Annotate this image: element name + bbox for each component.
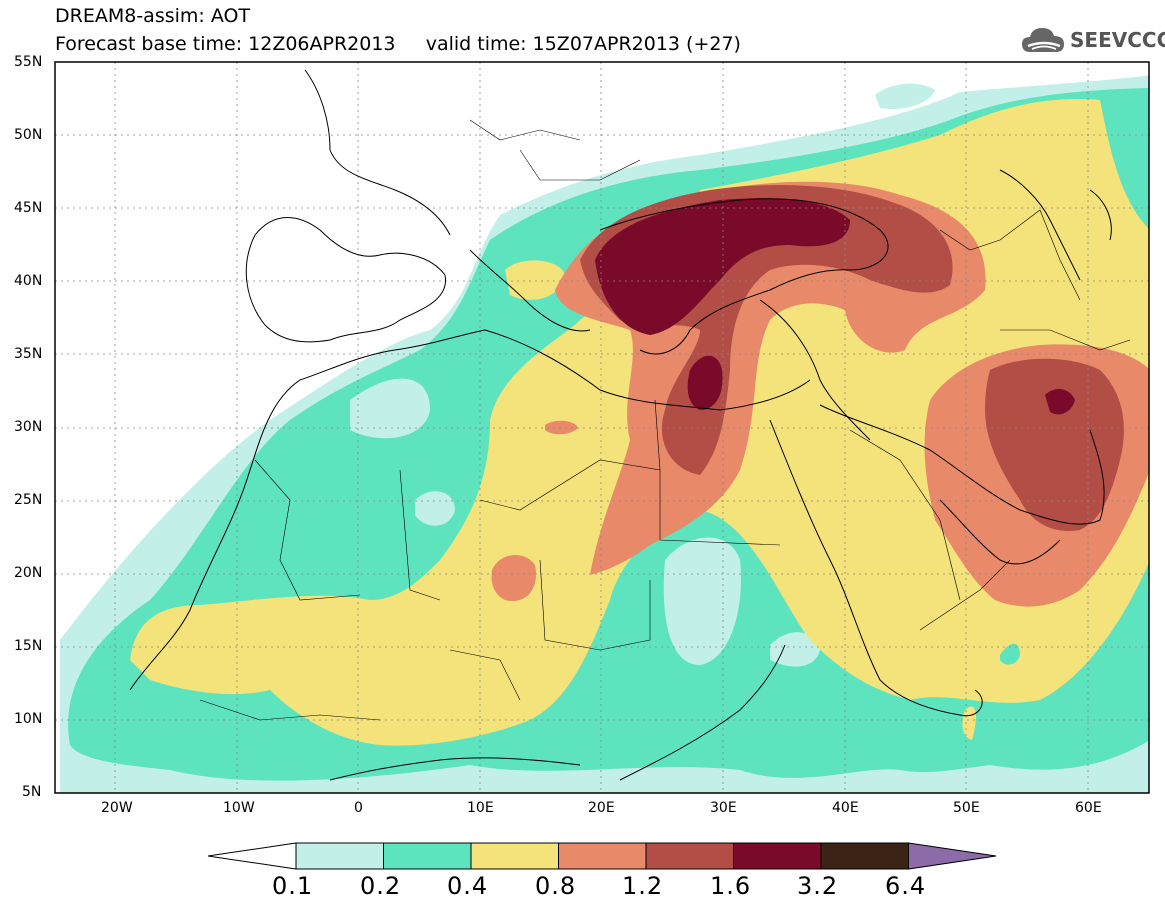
map-subtitle: Forecast base time: 12Z06APR2013 valid t…: [55, 33, 741, 55]
lat-label-10n: 10N: [14, 711, 43, 727]
lat-label-30n: 30N: [14, 419, 43, 435]
lat-label-55n: 55N: [14, 54, 43, 70]
aot-contours: [60, 75, 1149, 793]
lon-label-40e: 40E: [832, 800, 859, 816]
lon-label-20e: 20E: [588, 800, 615, 816]
coastlines: [129, 69, 1112, 781]
lat-label-45n: 45N: [14, 200, 43, 216]
colorbar-label: 1.6: [710, 872, 752, 900]
colorbar-bin-0: [295, 842, 384, 870]
lat-label-35n: 35N: [14, 346, 43, 362]
colorbar-bin-5: [733, 842, 822, 870]
lon-label-20w: 20W: [101, 800, 133, 816]
colorbar-bin-2: [470, 842, 559, 870]
graticule: [55, 62, 1149, 793]
colorbar-bin-1: [383, 842, 472, 870]
lat-label-5n: 5N: [22, 784, 42, 800]
map-frame: [54, 61, 1150, 794]
colorbar-label: 0.4: [447, 872, 489, 900]
colorbar-label: 0.8: [535, 872, 577, 900]
lat-label-20n: 20N: [14, 565, 43, 581]
lon-label-30e: 30E: [710, 800, 737, 816]
lat-label-25n: 25N: [14, 492, 43, 508]
colorbar-label: 3.2: [797, 872, 839, 900]
cloud-icon: [1022, 28, 1064, 52]
colorbar: [207, 842, 997, 870]
lon-label-60e: 60E: [1075, 800, 1102, 816]
lat-label-50n: 50N: [14, 127, 43, 143]
seevccc-logo: SEEVCCC: [1020, 24, 1165, 58]
colorbar-over-arrow: [908, 842, 997, 870]
lat-label-15n: 15N: [14, 638, 43, 654]
lat-label-40n: 40N: [14, 273, 43, 289]
colorbar-under-arrow: [207, 842, 297, 870]
lon-label-50e: 50E: [953, 800, 980, 816]
country-borders: [199, 119, 1131, 721]
lon-label-10e: 10E: [467, 800, 494, 816]
lon-label-10w: 10W: [223, 800, 255, 816]
colorbar-label: 1.2: [622, 872, 664, 900]
colorbar-bin-3: [558, 842, 647, 870]
colorbar-label: 0.2: [360, 872, 402, 900]
colorbar-bin-4: [645, 842, 734, 870]
logo-text: SEEVCCC: [1070, 28, 1165, 52]
colorbar-label: 6.4: [885, 872, 927, 900]
colorbar-bin-6: [820, 842, 909, 870]
map-title: DREAM8-assim: AOT: [55, 5, 251, 27]
lon-label-0: 0: [354, 800, 363, 816]
colorbar-label: 0.1: [272, 872, 314, 900]
